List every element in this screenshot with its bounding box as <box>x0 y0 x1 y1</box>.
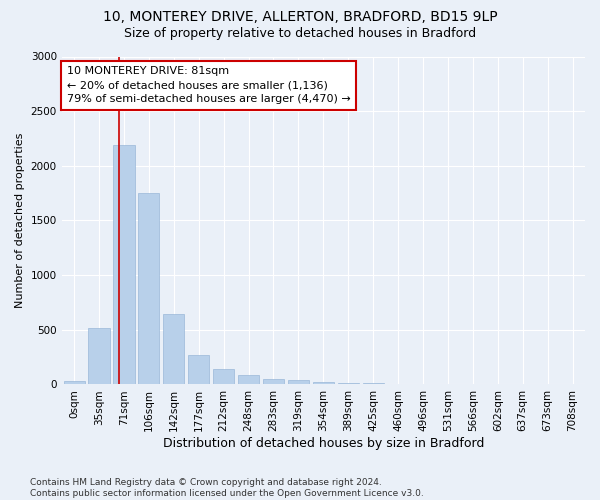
Bar <box>138 193 160 384</box>
Bar <box>163 314 184 384</box>
Bar <box>213 368 234 384</box>
Bar <box>288 380 309 384</box>
Bar <box>263 379 284 384</box>
Bar <box>188 355 209 384</box>
Text: 10 MONTEREY DRIVE: 81sqm
← 20% of detached houses are smaller (1,136)
79% of sem: 10 MONTEREY DRIVE: 81sqm ← 20% of detach… <box>67 66 350 104</box>
Bar <box>313 382 334 384</box>
Text: 10, MONTEREY DRIVE, ALLERTON, BRADFORD, BD15 9LP: 10, MONTEREY DRIVE, ALLERTON, BRADFORD, … <box>103 10 497 24</box>
Bar <box>238 376 259 384</box>
Bar <box>113 144 134 384</box>
Y-axis label: Number of detached properties: Number of detached properties <box>15 133 25 308</box>
Text: Size of property relative to detached houses in Bradford: Size of property relative to detached ho… <box>124 28 476 40</box>
Bar <box>338 383 359 384</box>
X-axis label: Distribution of detached houses by size in Bradford: Distribution of detached houses by size … <box>163 437 484 450</box>
Text: Contains HM Land Registry data © Crown copyright and database right 2024.
Contai: Contains HM Land Registry data © Crown c… <box>30 478 424 498</box>
Bar <box>88 328 110 384</box>
Bar <box>64 382 85 384</box>
